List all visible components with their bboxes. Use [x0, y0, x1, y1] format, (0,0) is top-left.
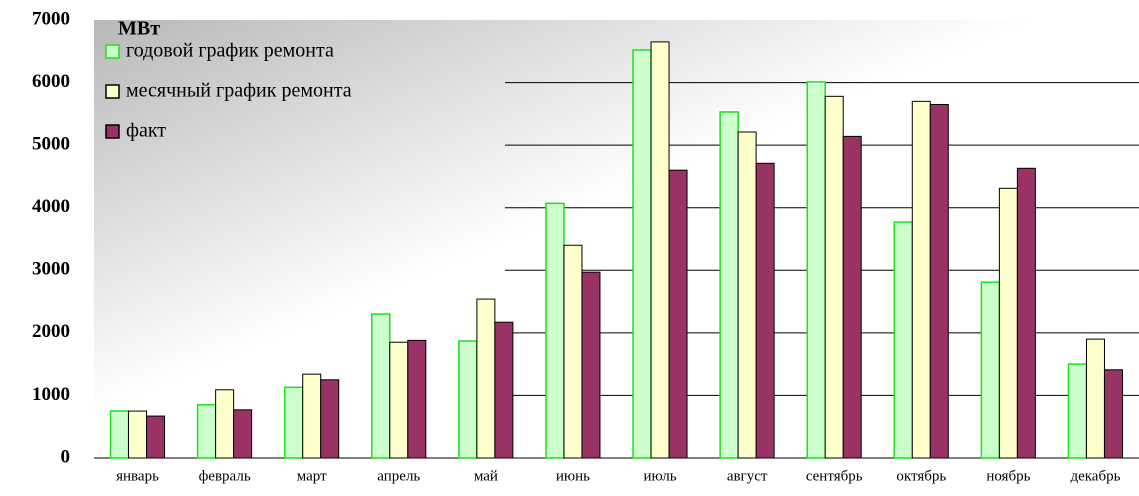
legend-swatch	[105, 124, 120, 139]
y-tick-label: 1000	[32, 384, 70, 405]
legend-swatch	[105, 84, 120, 99]
x-tick-label: апрель	[377, 468, 420, 484]
x-tick-label: октябрь	[896, 468, 946, 484]
y-tick-label: 0	[61, 446, 71, 467]
bar	[911, 100, 931, 459]
y-tick-label: 5000	[32, 134, 70, 155]
plot-background	[94, 20, 1139, 458]
bar	[1067, 363, 1088, 459]
bar	[563, 244, 583, 459]
bar	[320, 379, 340, 459]
bar	[893, 221, 914, 459]
bar	[128, 410, 148, 459]
bar	[302, 373, 322, 459]
x-tick-label: сентябрь	[806, 468, 863, 484]
y-axis-label: МВт	[118, 18, 160, 40]
x-tick-label: ноябрь	[986, 468, 1030, 484]
x-tick-label: февраль	[199, 468, 251, 484]
bar	[283, 386, 304, 459]
x-tick-label: январь	[116, 468, 159, 484]
legend-label: месячный график ремонта	[126, 80, 352, 102]
x-tick-label: декабрь	[1070, 468, 1120, 484]
x-tick-label: август	[727, 468, 768, 484]
bar	[668, 169, 688, 459]
bar	[650, 41, 670, 459]
x-tick-label: июнь	[556, 468, 590, 484]
y-tick-label: 4000	[32, 196, 70, 217]
bar	[824, 95, 844, 459]
x-tick-label: июль	[643, 468, 676, 484]
bar	[196, 404, 217, 459]
bar	[458, 340, 478, 459]
legend-label: годовой график ремонта	[126, 40, 334, 62]
bar	[1016, 167, 1036, 459]
y-tick-label: 7000	[32, 8, 70, 29]
bar	[389, 341, 409, 459]
bar	[632, 49, 652, 459]
bar	[371, 313, 391, 459]
bar	[215, 389, 235, 459]
bar	[1085, 338, 1105, 459]
x-tick-label: март	[297, 468, 327, 484]
y-tick-label: 3000	[32, 259, 70, 280]
bar	[842, 135, 862, 459]
legend-label: факт	[126, 120, 166, 142]
bar	[929, 103, 949, 459]
bar	[109, 410, 130, 459]
bar	[998, 187, 1018, 459]
bar	[146, 415, 166, 459]
bar	[494, 321, 514, 459]
bar	[407, 339, 427, 459]
bar	[1103, 369, 1123, 459]
bar	[719, 111, 739, 459]
y-tick-label: 2000	[32, 321, 70, 342]
bar	[233, 409, 253, 459]
bar	[476, 298, 496, 459]
bar	[737, 131, 757, 459]
bar	[755, 162, 775, 459]
bar	[806, 81, 826, 459]
bar	[980, 281, 1001, 459]
x-tick-label: май	[474, 468, 498, 484]
bar	[581, 271, 601, 459]
y-tick-label: 6000	[32, 71, 70, 92]
legend-swatch	[105, 44, 120, 59]
bar	[545, 202, 565, 459]
